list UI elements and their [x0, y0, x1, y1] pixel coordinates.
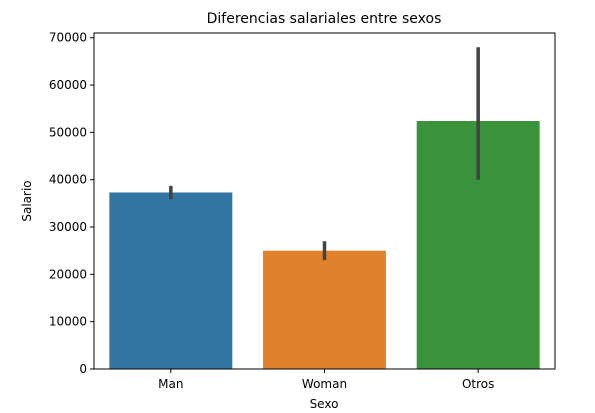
- y-tick-label: 70000: [49, 31, 87, 45]
- y-axis-ticks: 0 10000 20000 30000 40000 50000 60000 70000: [49, 31, 94, 376]
- x-tick-label-man: Man: [158, 377, 183, 391]
- x-axis-ticks: Man Woman Otros: [158, 369, 494, 391]
- x-axis-label: Sexo: [310, 397, 339, 411]
- y-tick-label: 60000: [49, 78, 87, 92]
- plot-frame: [93, 32, 556, 370]
- error-bars-layer: [169, 47, 480, 261]
- y-tick-label: 20000: [49, 267, 87, 281]
- bar-man: [109, 192, 233, 369]
- y-axis-label: Salario: [20, 180, 34, 221]
- y-tick-label: 10000: [49, 315, 87, 329]
- x-tick-label-otros: Otros: [462, 377, 494, 391]
- bar-woman: [263, 250, 386, 369]
- chart-title: Diferencias salariales entre sexos: [207, 11, 442, 27]
- y-tick-label: 30000: [49, 220, 87, 234]
- y-tick-label: 50000: [49, 125, 87, 139]
- bars-layer: [109, 121, 540, 370]
- y-tick-label: 0: [79, 362, 87, 376]
- y-tick-label: 40000: [49, 173, 87, 187]
- x-tick-label-woman: Woman: [302, 377, 347, 391]
